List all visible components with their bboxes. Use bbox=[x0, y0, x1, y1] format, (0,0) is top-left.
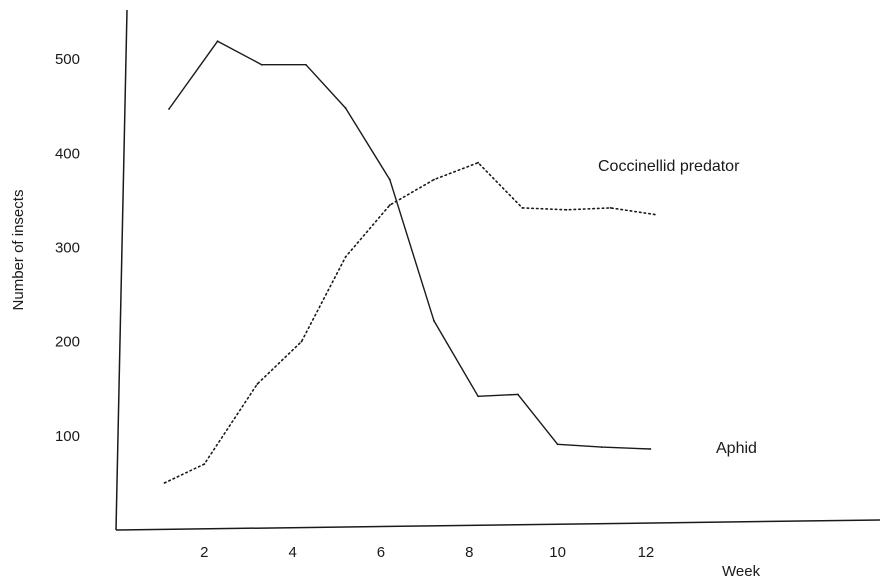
y-axis: 100 200 300 400 500 bbox=[55, 10, 127, 530]
data-point bbox=[345, 107, 347, 109]
data-point bbox=[256, 383, 258, 385]
data-point bbox=[654, 214, 656, 216]
data-point bbox=[566, 209, 568, 211]
x-tick-label: 8 bbox=[465, 544, 473, 561]
x-tick-label: 6 bbox=[377, 544, 385, 561]
y-tick-label: 100 bbox=[55, 428, 80, 445]
x-tick-label: 10 bbox=[549, 544, 566, 561]
series-layer bbox=[164, 40, 656, 484]
x-axis-title: Week bbox=[722, 563, 761, 580]
series-label-predator: Coccinellid predator bbox=[598, 158, 740, 175]
series-line-aphid bbox=[169, 41, 650, 449]
y-tick-label: 200 bbox=[55, 334, 80, 351]
y-axis-title: Number of insects bbox=[10, 190, 27, 311]
data-point bbox=[433, 320, 435, 322]
series-label-aphid: Aphid bbox=[716, 440, 757, 457]
data-point bbox=[477, 395, 479, 397]
data-point bbox=[164, 482, 166, 484]
data-point bbox=[477, 162, 479, 164]
data-point bbox=[517, 393, 519, 395]
y-tick-label: 300 bbox=[55, 239, 80, 256]
data-point bbox=[433, 179, 435, 181]
y-tick-label: 400 bbox=[55, 145, 80, 162]
data-point bbox=[649, 448, 651, 450]
y-axis-line bbox=[116, 10, 127, 530]
x-tick-label: 4 bbox=[288, 544, 296, 561]
data-point bbox=[601, 446, 603, 448]
data-point bbox=[261, 64, 263, 66]
data-point bbox=[305, 64, 307, 66]
data-point bbox=[389, 204, 391, 206]
series-line-predator bbox=[165, 163, 655, 483]
data-point bbox=[217, 40, 219, 42]
y-tick-label: 500 bbox=[55, 51, 80, 68]
data-point bbox=[610, 207, 612, 209]
x-tick-label: 2 bbox=[200, 544, 208, 561]
data-point bbox=[557, 443, 559, 445]
data-point bbox=[389, 179, 391, 181]
x-axis: 2 4 6 8 10 12 bbox=[116, 520, 880, 561]
data-point bbox=[168, 108, 170, 110]
data-point bbox=[521, 207, 523, 209]
data-point bbox=[301, 341, 303, 343]
data-point bbox=[345, 256, 347, 258]
data-point bbox=[203, 463, 205, 465]
x-tick-label: 12 bbox=[638, 544, 655, 561]
x-axis-line bbox=[116, 520, 880, 530]
